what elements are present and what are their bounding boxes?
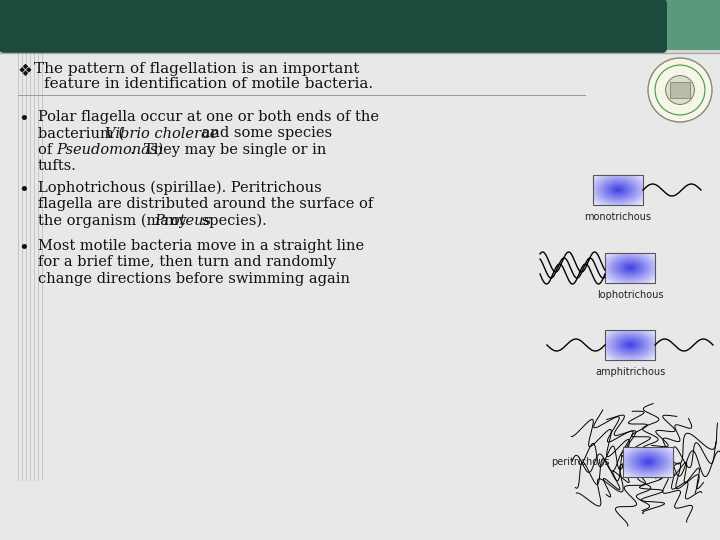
Text: Lophotrichous (spirillae). Peritrichous: Lophotrichous (spirillae). Peritrichous xyxy=(38,181,322,195)
Text: tufts.: tufts. xyxy=(38,159,77,173)
Bar xyxy=(605,253,655,283)
Text: The pattern of flagellation is an important: The pattern of flagellation is an import… xyxy=(34,62,359,76)
Bar xyxy=(0,0,720,50)
Circle shape xyxy=(665,76,694,104)
FancyBboxPatch shape xyxy=(0,0,667,53)
Text: species).: species). xyxy=(197,214,266,228)
Text: peritrichous: peritrichous xyxy=(552,457,610,467)
Circle shape xyxy=(648,58,712,122)
Text: •: • xyxy=(18,239,29,256)
Text: •: • xyxy=(18,110,29,128)
Text: change directions before swimming again: change directions before swimming again xyxy=(38,272,350,286)
Text: the organism (many: the organism (many xyxy=(38,214,192,228)
Text: of: of xyxy=(38,143,57,157)
Text: Proteus: Proteus xyxy=(154,214,211,228)
Text: flagella are distributed around the surface of: flagella are distributed around the surf… xyxy=(38,198,373,212)
Text: bacterium (: bacterium ( xyxy=(38,126,124,140)
Bar xyxy=(593,175,643,205)
Bar xyxy=(605,330,655,360)
Text: lophotrichous: lophotrichous xyxy=(597,290,663,300)
Text: Pseudomonas): Pseudomonas) xyxy=(56,143,163,157)
Text: Vibrio cholerae: Vibrio cholerae xyxy=(105,126,218,140)
Text: Polar flagella occur at one or both ends of the: Polar flagella occur at one or both ends… xyxy=(38,110,379,124)
Text: Most motile bacteria move in a straight line: Most motile bacteria move in a straight … xyxy=(38,239,364,253)
Text: feature in identification of motile bacteria.: feature in identification of motile bact… xyxy=(44,77,373,91)
Text: monotrichous: monotrichous xyxy=(585,212,652,222)
Bar xyxy=(670,82,690,98)
Text: and some species: and some species xyxy=(197,126,332,140)
Text: ❖: ❖ xyxy=(18,62,33,80)
Text: amphitrichous: amphitrichous xyxy=(595,367,665,377)
Text: .  They may be single or in: . They may be single or in xyxy=(130,143,326,157)
Text: •: • xyxy=(18,181,29,199)
Text: for a brief time, then turn and randomly: for a brief time, then turn and randomly xyxy=(38,255,336,269)
Bar xyxy=(623,447,673,477)
